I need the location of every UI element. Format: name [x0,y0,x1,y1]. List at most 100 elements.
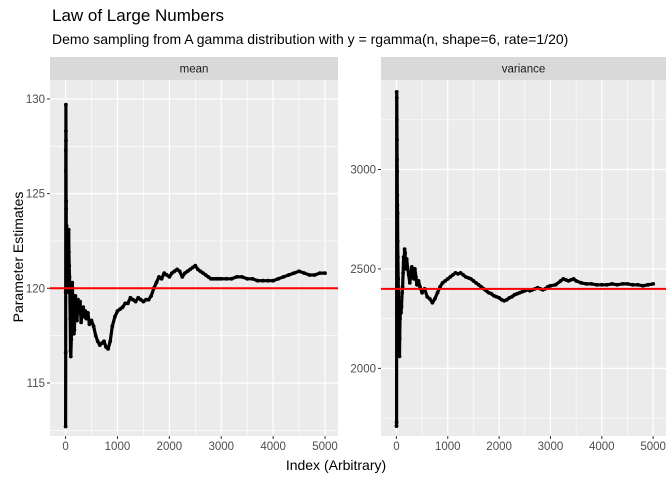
data-point [71,320,76,325]
chart-subtitle: Demo sampling from A gamma distribution … [52,31,569,47]
data-point [312,273,317,277]
data-point [113,314,117,319]
data-point [66,231,71,236]
data-point [589,282,594,286]
data-point [78,299,82,304]
data-point [615,282,620,287]
data-point [67,263,72,268]
data-point [307,273,312,277]
y-tick-label: 3000 [350,164,376,176]
data-point [255,278,260,283]
data-point [395,117,399,122]
data-point [91,324,96,329]
data-point [209,276,213,281]
data-point [66,241,70,245]
data-point [425,294,430,299]
data-point [72,328,77,332]
data-point [396,255,400,259]
data-point [203,273,208,277]
x-tick-label: 4000 [260,441,286,453]
data-point [430,300,435,305]
data-point [474,281,478,285]
x-tick-label: 5000 [312,441,338,453]
data-point [65,290,70,294]
data-point [63,424,68,429]
data-point [196,267,200,272]
data-point [420,290,424,295]
data-point [427,296,432,301]
data-point [276,276,281,281]
data-point [93,333,98,338]
data-point [67,250,71,255]
x-tick-label: 1000 [105,441,131,453]
data-point [201,271,206,275]
data-point [414,275,418,279]
data-point [141,299,146,304]
data-point [69,312,74,317]
panel-background [381,80,666,436]
data-point [164,273,169,277]
data-point [80,311,85,315]
data-point [63,350,68,355]
data-point [149,294,154,298]
data-point [144,297,148,302]
data-point [399,304,404,309]
facet-strip-label: mean [180,64,209,76]
data-point [281,275,286,279]
y-tick-label: 115 [27,378,45,390]
data-point [395,193,400,198]
x-tick-label: 2000 [486,441,512,453]
data-point [630,282,635,287]
data-point [180,275,185,279]
data-point [407,281,412,285]
data-point [185,269,190,274]
data-point [403,251,407,255]
data-point [401,271,405,275]
data-point [70,297,75,302]
facet-strip [381,57,666,80]
data-point [68,354,73,359]
data-point [584,282,589,286]
data-point [219,276,224,281]
data-point [395,203,400,208]
data-point [193,263,198,268]
data-point [610,282,614,286]
data-point [190,265,195,270]
data-point [396,277,401,281]
data-point [159,276,164,281]
data-point [415,282,419,287]
data-point [397,332,401,337]
data-point [260,278,265,283]
data-point [146,297,151,302]
data-point [416,279,421,283]
y-tick-label: 2000 [350,363,376,375]
data-point [395,239,400,244]
data-point [67,275,72,279]
data-point [396,294,401,299]
data-point [68,348,73,353]
data-point [64,129,68,134]
data-point [177,269,182,274]
y-tick-label: 125 [26,189,45,201]
data-point [401,255,406,259]
y-tick-label: 2500 [350,264,376,276]
x-tick-label: 4000 [589,441,615,453]
panel-background [50,80,338,436]
data-point [64,223,69,228]
data-point [271,278,275,283]
data-point [553,282,558,287]
data-point [433,296,437,301]
data-point [402,247,407,252]
y-axis-label: Parameter Estimates [10,191,26,323]
x-tick-label: 5000 [640,441,666,453]
data-point [84,316,89,321]
data-point [79,320,83,325]
data-point [435,290,440,295]
data-point [397,354,402,359]
x-tick-label: 1000 [435,441,461,453]
y-tick-label: 130 [26,94,45,106]
data-point [128,295,133,300]
data-point [136,295,141,300]
data-point [440,281,445,285]
data-point [224,276,229,281]
